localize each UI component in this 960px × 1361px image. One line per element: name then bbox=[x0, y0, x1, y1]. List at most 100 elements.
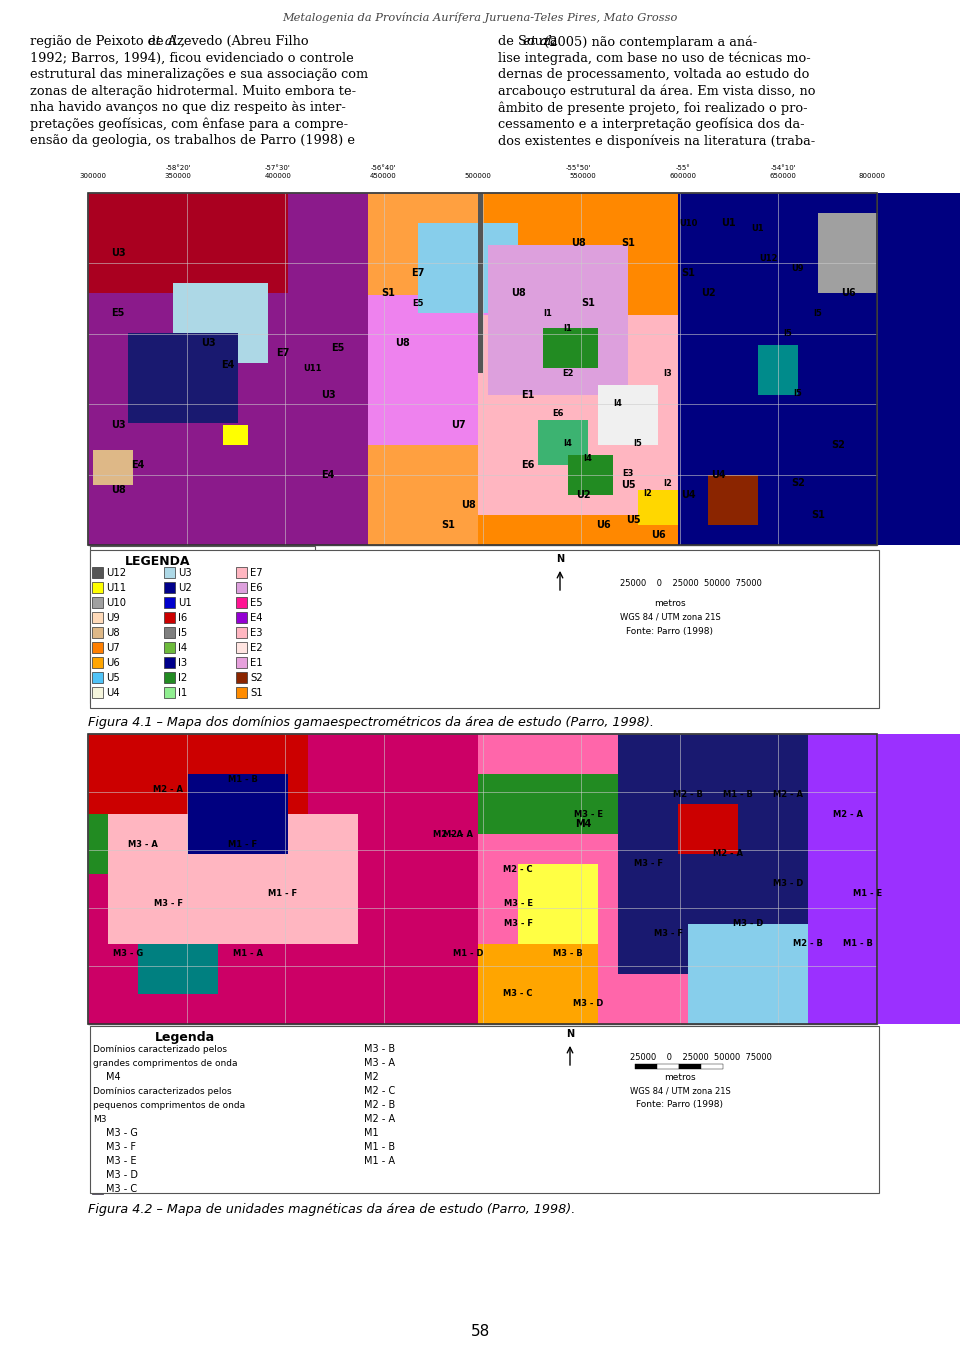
Text: 350000: 350000 bbox=[164, 173, 191, 180]
Bar bbox=[223, 425, 248, 445]
Text: U6: U6 bbox=[841, 289, 855, 298]
Text: E7: E7 bbox=[276, 348, 290, 358]
Bar bbox=[350, 1085, 361, 1096]
Text: Figura 4.1 – Mapa dos domínios gamaespectrométricos da área de estudo (Parro, 19: Figura 4.1 – Mapa dos domínios gamaespec… bbox=[88, 716, 654, 729]
Text: M2 - B: M2 - B bbox=[673, 789, 703, 799]
Text: E3: E3 bbox=[622, 468, 634, 478]
Text: U6: U6 bbox=[106, 657, 120, 668]
Text: 1992; Barros, 1994), ficou evidenciado o controle: 1992; Barros, 1994), ficou evidenciado o… bbox=[30, 52, 353, 64]
Text: 300000: 300000 bbox=[80, 173, 107, 180]
Text: E1: E1 bbox=[521, 391, 535, 400]
Bar bbox=[92, 1183, 103, 1194]
Text: E7: E7 bbox=[411, 268, 424, 278]
Text: S1: S1 bbox=[381, 289, 395, 298]
Text: Figura 4.2 – Mapa de unidades magnéticas da área de estudo (Parro, 1998).: Figura 4.2 – Mapa de unidades magnéticas… bbox=[88, 1203, 575, 1215]
Text: M2 - C: M2 - C bbox=[364, 1086, 396, 1096]
Bar bbox=[647, 591, 669, 595]
Bar bbox=[92, 583, 103, 593]
Bar bbox=[92, 672, 103, 683]
Text: LEGENDA: LEGENDA bbox=[125, 555, 191, 568]
Text: E4: E4 bbox=[322, 470, 335, 480]
Text: M2 - A: M2 - A bbox=[773, 789, 803, 799]
Text: pretações geofísicas, com ênfase para a compre-: pretações geofísicas, com ênfase para a … bbox=[30, 117, 348, 131]
Text: M1 - F: M1 - F bbox=[269, 890, 298, 898]
Bar bbox=[236, 657, 247, 668]
Text: I3: I3 bbox=[178, 657, 187, 668]
Bar bbox=[518, 864, 598, 945]
Text: I1: I1 bbox=[178, 689, 187, 698]
Text: U3: U3 bbox=[201, 338, 215, 348]
Text: 25000    0    25000  50000  75000: 25000 0 25000 50000 75000 bbox=[620, 578, 762, 588]
Bar bbox=[88, 193, 478, 544]
Bar bbox=[691, 591, 713, 595]
Bar bbox=[625, 591, 647, 595]
Text: M3 - D: M3 - D bbox=[773, 879, 804, 889]
Text: E6: E6 bbox=[250, 583, 263, 593]
Bar bbox=[678, 193, 960, 544]
Text: pequenos comprimentos de onda: pequenos comprimentos de onda bbox=[93, 1101, 245, 1109]
Bar bbox=[108, 814, 358, 945]
Text: M1: M1 bbox=[364, 1128, 378, 1138]
Text: U10: U10 bbox=[106, 597, 126, 608]
Text: S1: S1 bbox=[681, 268, 695, 278]
Text: I2: I2 bbox=[178, 672, 187, 683]
Text: -55°50': -55°50' bbox=[565, 165, 590, 171]
Text: M3 - F: M3 - F bbox=[503, 920, 533, 928]
Text: E4: E4 bbox=[250, 612, 262, 623]
Text: M1 - A: M1 - A bbox=[233, 950, 263, 958]
Bar bbox=[128, 333, 238, 423]
Text: M2 - A: M2 - A bbox=[443, 829, 473, 838]
Text: M3 - F: M3 - F bbox=[654, 930, 683, 939]
Text: estrutural das mineralizações e sua associação com: estrutural das mineralizações e sua asso… bbox=[30, 68, 368, 82]
Text: S1: S1 bbox=[621, 238, 635, 248]
Text: -55°: -55° bbox=[676, 165, 690, 171]
Bar bbox=[164, 672, 175, 683]
Bar bbox=[758, 344, 798, 395]
Bar bbox=[164, 612, 175, 623]
Text: U11: U11 bbox=[106, 583, 126, 593]
Bar bbox=[478, 945, 598, 1023]
Bar bbox=[368, 193, 668, 544]
Text: M2 - A: M2 - A bbox=[713, 849, 743, 859]
Bar bbox=[638, 490, 678, 525]
Text: U3: U3 bbox=[178, 568, 192, 578]
Text: M2 - A: M2 - A bbox=[433, 829, 463, 838]
Text: M3 - C: M3 - C bbox=[106, 1184, 137, 1194]
Text: cessamento e a interpretação geofísica dos da-: cessamento e a interpretação geofísica d… bbox=[498, 117, 804, 131]
Text: I5: I5 bbox=[783, 328, 792, 338]
Text: U11: U11 bbox=[303, 363, 323, 373]
Bar bbox=[88, 193, 877, 544]
Text: E1: E1 bbox=[250, 657, 263, 668]
Text: metros: metros bbox=[654, 599, 685, 607]
Text: E5: E5 bbox=[412, 298, 423, 308]
Text: U9: U9 bbox=[106, 612, 120, 623]
Text: 500000: 500000 bbox=[465, 173, 492, 180]
Bar bbox=[90, 546, 315, 704]
Text: U7: U7 bbox=[450, 421, 466, 430]
Text: 600000: 600000 bbox=[669, 173, 697, 180]
Text: I4: I4 bbox=[584, 453, 592, 463]
Text: de Souza: de Souza bbox=[498, 35, 562, 48]
Text: WGS 84 / UTM zona 21S: WGS 84 / UTM zona 21S bbox=[630, 1086, 731, 1096]
Text: I6: I6 bbox=[178, 612, 187, 623]
Text: região de Peixoto de Azevedo (Abreu Filho: região de Peixoto de Azevedo (Abreu Filh… bbox=[30, 35, 313, 48]
Text: U5: U5 bbox=[626, 514, 640, 525]
Bar bbox=[173, 283, 268, 363]
Text: 800000: 800000 bbox=[858, 173, 885, 180]
Bar bbox=[236, 583, 247, 593]
Text: U1: U1 bbox=[752, 223, 764, 233]
Text: M3 - B: M3 - B bbox=[364, 1044, 396, 1053]
Text: arcabouço estrutural da área. Em vista disso, no: arcabouço estrutural da área. Em vista d… bbox=[498, 84, 815, 98]
Text: metros: metros bbox=[664, 1072, 696, 1082]
Text: U2: U2 bbox=[701, 289, 715, 298]
Bar bbox=[488, 245, 628, 395]
Text: -56°40': -56°40' bbox=[371, 165, 396, 171]
Text: M3 - B: M3 - B bbox=[553, 950, 583, 958]
Text: S2: S2 bbox=[250, 672, 263, 683]
Text: lise integrada, com base no uso de técnicas mo-: lise integrada, com base no uso de técni… bbox=[498, 52, 811, 65]
Text: I2: I2 bbox=[663, 479, 672, 487]
Text: U3: U3 bbox=[110, 421, 126, 430]
Text: zonas de alteração hidrotermal. Muito embora te-: zonas de alteração hidrotermal. Muito em… bbox=[30, 84, 356, 98]
Bar bbox=[164, 687, 175, 698]
Bar bbox=[164, 627, 175, 638]
